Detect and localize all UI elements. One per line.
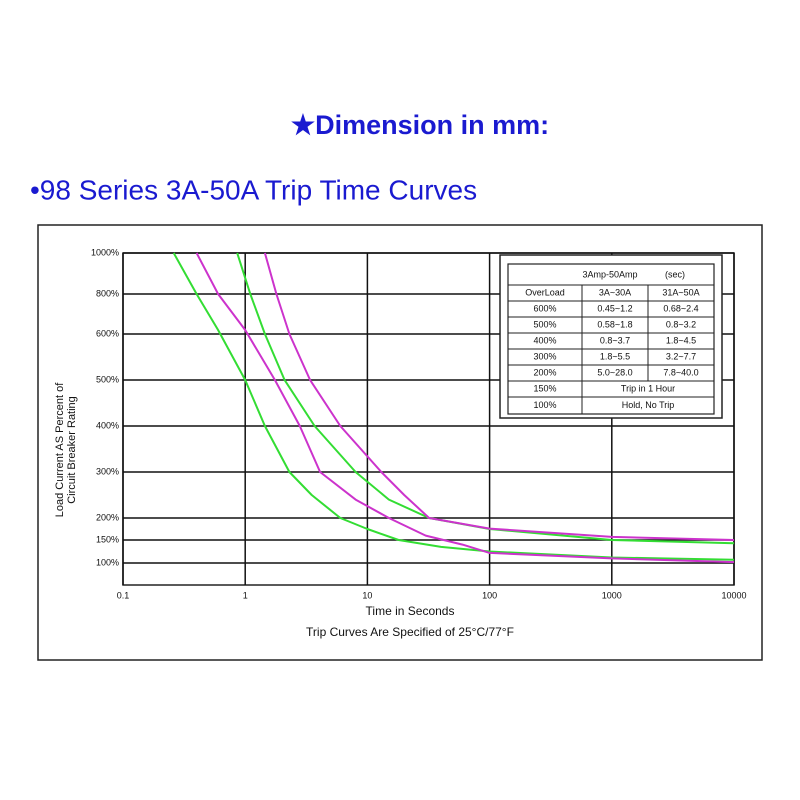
- table-cell: 500%: [533, 319, 556, 329]
- table-header: 3A~30A: [599, 287, 631, 297]
- y-tick-label: 100%: [96, 557, 119, 567]
- x-tick-label: 1: [243, 590, 248, 600]
- note: Trip Curves Are Specified of 25°C/77°F: [306, 625, 514, 639]
- table-cell: 400%: [533, 335, 556, 345]
- table-cell: 0.68~2.4: [663, 303, 698, 313]
- table-cell: 1.8~4.5: [666, 335, 696, 345]
- table-cell: 0.58~1.8: [597, 319, 632, 329]
- table-cell: 0.8~3.7: [600, 335, 630, 345]
- y-tick-label: 200%: [96, 512, 119, 522]
- chart-title: ★Dimension in mm:: [291, 110, 549, 140]
- table-cell: 100%: [533, 400, 556, 410]
- chart-subtitle: •98 Series 3A-50A Trip Time Curves: [30, 174, 477, 205]
- table-cell: 0.45~1.2: [597, 303, 632, 313]
- table-box: [499, 254, 723, 419]
- y-axis-label-line: Circuit Breaker Rating: [66, 396, 78, 504]
- table-cell: Trip in 1 Hour: [621, 383, 675, 393]
- table-unit: (sec): [665, 269, 685, 279]
- table-cell: 1.8~5.5: [600, 351, 630, 361]
- table-header: 31A~50A: [662, 287, 699, 297]
- y-tick-label: 600%: [96, 328, 119, 338]
- table-cell: 150%: [533, 383, 556, 393]
- y-axis-label: Load Current AS Percent of Circuit Break…: [54, 382, 78, 517]
- table-border: [507, 263, 715, 415]
- curve: [236, 252, 735, 545]
- y-axis-label-line: Load Current AS Percent of: [54, 382, 66, 517]
- table-title: 3Amp-50Amp: [582, 269, 637, 279]
- table-cell: 600%: [533, 303, 556, 313]
- x-axis-label: Time in Seconds: [366, 604, 455, 618]
- table-cell: 3.2~7.7: [666, 351, 696, 361]
- curve: [195, 252, 735, 564]
- x-tick-label: 0.1: [117, 590, 130, 600]
- table-cell: 300%: [533, 351, 556, 361]
- table-cell: 0.8~3.2: [666, 319, 696, 329]
- y-tick-label: 1000%: [91, 247, 119, 257]
- y-tick-label: 500%: [96, 374, 119, 384]
- table-header: OverLoad: [525, 287, 565, 297]
- table-cell: 7.8~40.0: [663, 367, 698, 377]
- y-tick-label: 400%: [96, 420, 119, 430]
- frame: [37, 224, 763, 661]
- table-cell: 200%: [533, 367, 556, 377]
- table-cell: 5.0~28.0: [597, 367, 632, 377]
- y-tick-label: 300%: [96, 466, 119, 476]
- y-tick-label: 800%: [96, 288, 119, 298]
- y-tick-label: 150%: [96, 534, 119, 544]
- x-tick-label: 10: [362, 590, 372, 600]
- x-tick-label: 10000: [721, 590, 746, 600]
- curve: [263, 252, 735, 541]
- x-tick-label: 1000: [602, 590, 622, 600]
- table-cell: Hold, No Trip: [622, 400, 675, 410]
- x-tick-label: 100: [482, 590, 497, 600]
